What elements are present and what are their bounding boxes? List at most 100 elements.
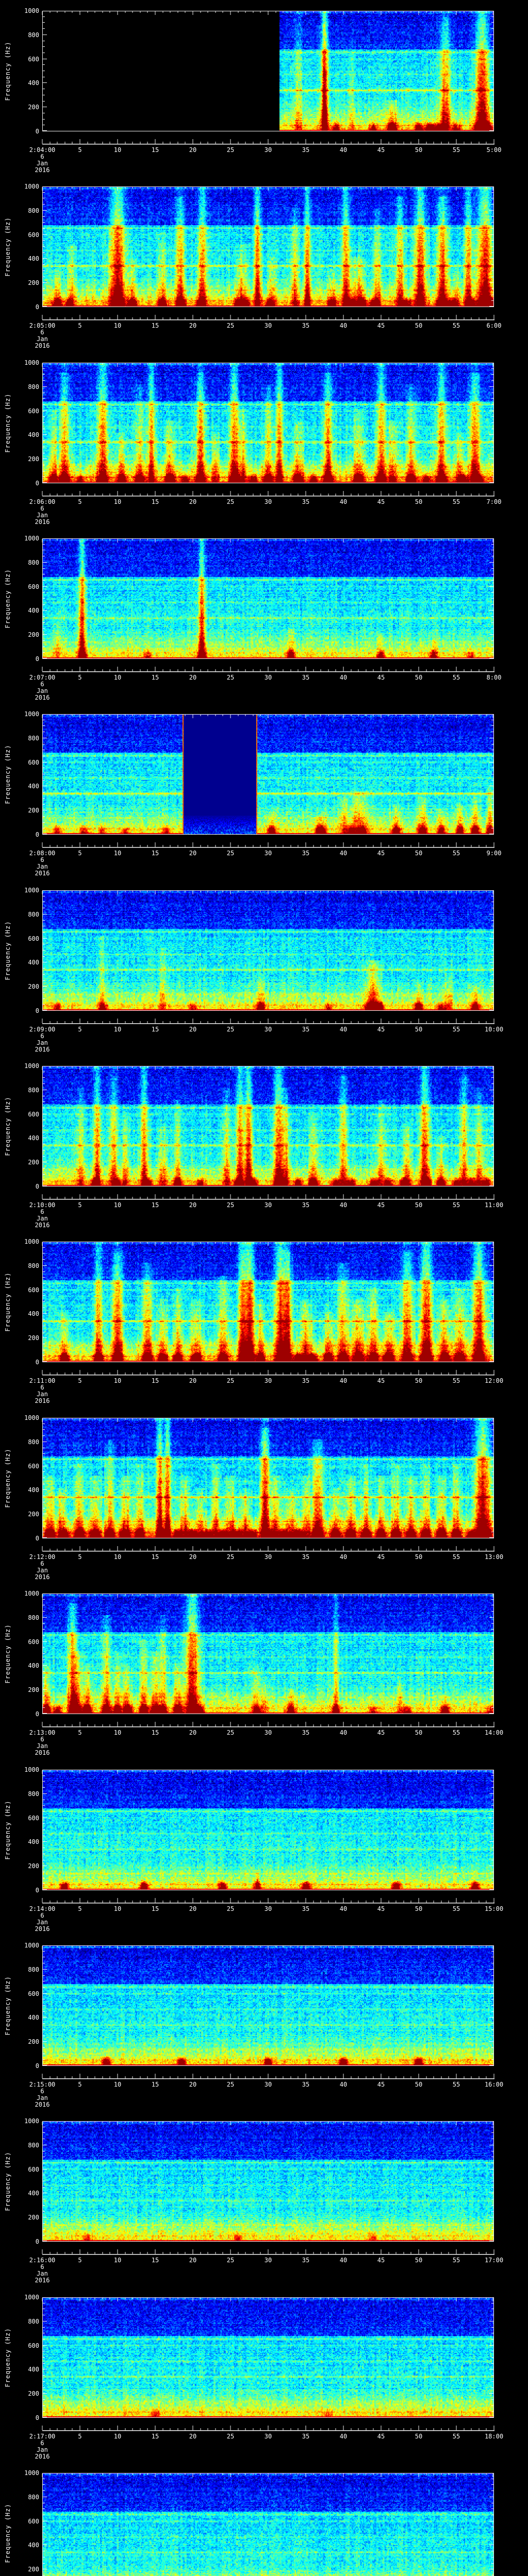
spectrogram-image — [0, 1055, 528, 1231]
x-tick-label: 15 — [151, 2433, 159, 2440]
y-tick-label: 0 — [35, 1535, 39, 1542]
x-tick-label: 30 — [264, 1201, 272, 1209]
x-tick-label: 20 — [189, 322, 197, 329]
x-tick-label: 25 — [226, 1377, 235, 1384]
x-tick-label: 45 — [377, 146, 385, 154]
y-tick-label: 800 — [28, 207, 39, 214]
y-axis-title: Frequency (Hz) — [4, 1096, 11, 1156]
y-tick-label: 200 — [28, 104, 39, 111]
x-tick-label: 25 — [226, 2257, 235, 2264]
y-tick-label: 1000 — [24, 359, 39, 366]
x-tick-label: 5 — [78, 2257, 82, 2264]
panel-end-time: 16:00 — [484, 2081, 504, 2088]
y-tick-label: 800 — [28, 1262, 39, 1269]
spectrogram-image — [0, 1935, 528, 2110]
x-tick-label: 40 — [339, 850, 348, 857]
y-tick-label: 0 — [35, 2062, 39, 2070]
x-tick-label: 10 — [113, 1201, 122, 1209]
y-tick-label: 200 — [28, 1862, 39, 1870]
x-tick-label: 40 — [339, 2081, 348, 2088]
x-tick-label: 15 — [151, 146, 159, 154]
date-label: Jan — [37, 1215, 48, 1222]
spectrogram-image — [0, 1759, 528, 1935]
date-label: 2016 — [35, 1749, 50, 1756]
y-tick-label: 0 — [35, 1887, 39, 1894]
x-tick-label: 50 — [415, 1729, 423, 1736]
date-label: 2016 — [35, 518, 50, 526]
x-tick-label: 15 — [151, 1026, 159, 1033]
y-tick-label: 800 — [28, 383, 39, 391]
date-label: Jan — [37, 863, 48, 870]
x-tick-label: 30 — [264, 1553, 272, 1561]
date-label: 2016 — [35, 166, 50, 174]
x-tick-label: 5 — [78, 498, 82, 505]
x-tick-label: 55 — [452, 498, 460, 505]
date-label: 2016 — [35, 1925, 50, 1933]
y-tick-label: 1000 — [24, 1062, 39, 1070]
x-tick-label: 25 — [226, 2081, 235, 2088]
y-axis-title: Frequency (Hz) — [4, 1272, 11, 1332]
y-axis-title: Frequency (Hz) — [4, 744, 11, 804]
x-tick-label: 30 — [264, 674, 272, 681]
y-tick-label: 400 — [28, 2190, 39, 2197]
y-tick-label: 800 — [28, 1790, 39, 1798]
spectrogram-panel-2:18:00: Frequency (Hz)100080060040020002:18:0051… — [0, 2462, 528, 2576]
y-tick-label: 0 — [35, 831, 39, 838]
date-label: 6 — [40, 1384, 44, 1391]
x-tick-label: 35 — [302, 2081, 310, 2088]
y-tick-label: 600 — [28, 1111, 39, 1118]
x-tick-label: 20 — [189, 850, 197, 857]
y-tick-label: 1000 — [24, 1590, 39, 1597]
y-axis-title: Frequency (Hz) — [4, 1976, 11, 2036]
x-tick-label: 30 — [264, 2081, 272, 2088]
panel-end-time: 14:00 — [484, 1729, 504, 1736]
x-tick-label: 55 — [452, 850, 460, 857]
x-tick-label: 10 — [113, 322, 122, 329]
x-tick-label: 5 — [78, 1377, 82, 1384]
x-tick-label: 25 — [226, 1553, 235, 1561]
x-tick-label: 30 — [264, 2433, 272, 2440]
date-label: Jan — [37, 2094, 48, 2102]
x-tick-label: 15 — [151, 2257, 159, 2264]
date-label: Jan — [37, 2270, 48, 2277]
date-label: 6 — [40, 1208, 44, 1215]
y-tick-label: 800 — [28, 559, 39, 566]
y-tick-label: 200 — [28, 2038, 39, 2045]
x-tick-label: 10 — [113, 1905, 122, 1912]
y-tick-label: 200 — [28, 807, 39, 814]
y-tick-label: 800 — [28, 31, 39, 39]
x-tick-label: 25 — [226, 1026, 235, 1033]
panel-start-time: 2:11:00 — [29, 1377, 56, 1384]
y-tick-label: 600 — [28, 759, 39, 766]
x-tick-label: 10 — [113, 850, 122, 857]
x-tick-label: 25 — [226, 1729, 235, 1736]
x-tick-label: 35 — [302, 674, 310, 681]
y-tick-label: 200 — [28, 631, 39, 638]
y-tick-label: 400 — [28, 1134, 39, 1142]
x-tick-label: 50 — [415, 1026, 423, 1033]
y-tick-label: 0 — [35, 655, 39, 663]
y-axis-title: Frequency (Hz) — [4, 921, 11, 980]
y-tick-label: 400 — [28, 607, 39, 614]
spectrogram-panel-2:11:00: Frequency (Hz) 1000 800 600 400 200 0 2:11:00 5 1… — [0, 1231, 528, 1406]
y-tick-label: 0 — [35, 303, 39, 311]
date-label: Jan — [37, 1742, 48, 1750]
x-tick-label: 40 — [339, 1026, 348, 1033]
x-tick-label: 45 — [377, 1905, 385, 1912]
x-tick-label: 55 — [452, 146, 460, 154]
date-label: Jan — [37, 1567, 48, 1574]
x-tick-label: 10 — [113, 2433, 122, 2440]
date-label: Jan — [37, 335, 48, 343]
spectrogram-image — [0, 703, 528, 879]
x-tick-label: 20 — [189, 2433, 197, 2440]
y-tick-label: 400 — [28, 255, 39, 262]
spectrogram-panel-2:13:00: Frequency (Hz) 1000 800 600 400 200 0 2:13:00 5 1… — [0, 1583, 528, 1758]
panel-start-time: 2:10:00 — [29, 1201, 56, 1209]
x-tick-label: 15 — [151, 1553, 159, 1561]
x-tick-label: 20 — [189, 2257, 197, 2264]
date-label: Jan — [37, 687, 48, 694]
x-tick-label: 35 — [302, 1905, 310, 1912]
y-tick-label: 1000 — [24, 2294, 39, 2301]
y-tick-label: 800 — [28, 2142, 39, 2149]
y-tick-label: 200 — [28, 1511, 39, 1518]
